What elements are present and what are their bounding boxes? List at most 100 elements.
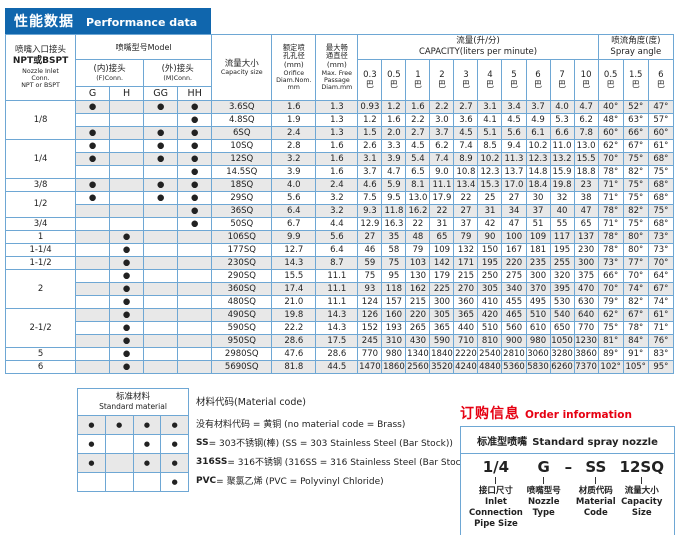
flow-value: 23 — [573, 178, 599, 192]
flow-value: 6260 — [549, 360, 575, 374]
spray-angle-value: 75° — [622, 152, 649, 166]
flow-value: 3.0 — [429, 113, 455, 127]
material-dot-empty — [104, 472, 134, 492]
capacity-size: 29SQ — [211, 191, 273, 205]
flow-value: 510 — [525, 308, 551, 322]
free-passage-diameter: 3.2 — [315, 191, 359, 205]
flow-value: 65 — [429, 230, 455, 244]
flow-value: 7.5 — [357, 191, 383, 205]
flow-value: 117 — [549, 230, 575, 244]
orifice-diameter: 47.6 — [271, 347, 317, 361]
flow-value: 4.9 — [525, 113, 551, 127]
flow-value: 167 — [501, 243, 527, 257]
pressure-value: 10 — [580, 70, 592, 81]
flow-value: 4840 — [477, 360, 503, 374]
flow-value: 470 — [573, 282, 599, 296]
flow-value: 4.0 — [549, 100, 575, 114]
model-dot: ● — [177, 204, 213, 218]
capacity-size-header: 流量大小 Capacity size — [211, 34, 273, 101]
flow-value: 4.1 — [477, 113, 503, 127]
material-dot: ● — [132, 434, 162, 454]
materials-table-header: 标准材料 Standard material — [77, 388, 189, 416]
flow-value: 3.9 — [381, 152, 407, 166]
spray-angle-value: 68° — [647, 191, 675, 205]
free-passage-diameter: 8.7 — [315, 256, 359, 270]
spray-angle-header-zh: 喷流角度(度) — [611, 36, 661, 47]
model-dot-empty — [109, 204, 145, 218]
bar-unit: 巴 — [389, 80, 398, 90]
capacity-size: 230SQ — [211, 256, 273, 270]
orifice-diameter: 15.5 — [271, 269, 317, 283]
flow-value: 126 — [357, 308, 383, 322]
flow-value: 340 — [501, 282, 527, 296]
pressure-header: 10 巴 — [573, 59, 599, 101]
model-dot-empty — [143, 230, 179, 244]
inlet-header-zh: 喷嘴入口接头 — [15, 45, 67, 56]
spray-angle-value: 75° — [622, 178, 649, 192]
free-passage-diameter: 11.1 — [315, 282, 359, 296]
material-code-title: 材料代码(Material code) — [196, 397, 306, 408]
order-title-zh: 订购信息 — [460, 406, 520, 422]
table-row: ● 590SQ 22.2 14.3 152 193 265 365 440 510 560 610 65… — [6, 321, 675, 335]
model-dot: ● — [143, 139, 179, 153]
model-dot: ● — [109, 282, 145, 296]
flow-value: 22 — [405, 217, 431, 231]
orifice-diameter: 6.7 — [271, 217, 317, 231]
flow-value: 11.0 — [549, 139, 575, 153]
capacity-size: 290SQ — [211, 269, 273, 283]
model-dot-empty — [143, 165, 179, 179]
model-dot-empty — [177, 308, 213, 322]
orifice-diameter: 22.2 — [271, 321, 317, 335]
spray-angle-value: 79° — [597, 295, 624, 309]
flow-value: 6.2 — [573, 113, 599, 127]
spray-angle-value: 64° — [647, 269, 675, 283]
flow-value: 11.8 — [381, 204, 407, 218]
spray-angle-value: 84° — [622, 334, 649, 348]
flow-value: 195 — [477, 256, 503, 270]
flow-value: 12.3 — [477, 165, 503, 179]
model-dot-empty — [143, 347, 179, 361]
free-passage-diameter: 44.5 — [315, 360, 359, 374]
flow-value: 10.2 — [525, 139, 551, 153]
material-dot-empty — [132, 472, 162, 492]
spray-angle-value: 67° — [622, 139, 649, 153]
flow-value: 610 — [525, 321, 551, 335]
table-row: ● 14.5SQ 3.9 1.6 3.7 4.7 6.5 9.0 10.8 12.3 13.7 14.… — [6, 165, 675, 179]
model-dot-empty — [75, 165, 111, 179]
flow-value: 770 — [573, 321, 599, 335]
spray-angle-value: 62° — [597, 139, 624, 153]
flow-value: 3860 — [573, 347, 599, 361]
flow-value: 31 — [429, 217, 455, 231]
flow-value: 5.3 — [549, 113, 575, 127]
flow-value: 365 — [453, 308, 479, 322]
capacity-group-header: 流量(升/分) CAPACITY(liters per minute) — [357, 34, 599, 60]
flow-value: 1050 — [549, 334, 575, 348]
model-dot-empty — [109, 139, 145, 153]
flow-value: 124 — [357, 295, 383, 309]
capacity-size: 10SQ — [211, 139, 273, 153]
tr-el: 标准材料 Standard material — [77, 388, 189, 416]
flow-value: 2560 — [405, 360, 431, 374]
model-dot: ● — [109, 360, 145, 374]
model-dot-empty — [75, 230, 111, 244]
flow-value: 150 — [477, 243, 503, 257]
model-dot: ● — [177, 152, 213, 166]
flow-value: 15.3 — [477, 178, 503, 192]
thead-el: 标准材料 Standard material — [77, 388, 189, 416]
pressure-value: 0.5 — [603, 70, 618, 81]
flow-value: 235 — [525, 256, 551, 270]
spray-angle-value: 60° — [647, 126, 675, 140]
flow-value: 171 — [453, 256, 479, 270]
flow-value: 46 — [357, 243, 383, 257]
inlet-size: 2-1/2 — [4, 308, 77, 348]
inlet-size: 1 — [4, 230, 77, 244]
spray-angle-value: 71° — [597, 178, 624, 192]
div-el: 没有材料代码 = 黄铜 (no material code = Brass) SS… — [196, 414, 473, 490]
flow-value: 275 — [501, 269, 527, 283]
flow-value: 395 — [549, 282, 575, 296]
capacity-size: 4.8SQ — [211, 113, 273, 127]
flow-value: 5360 — [501, 360, 527, 374]
material-code: 316SS — [196, 456, 228, 467]
spray-angle-value: 70° — [597, 152, 624, 166]
